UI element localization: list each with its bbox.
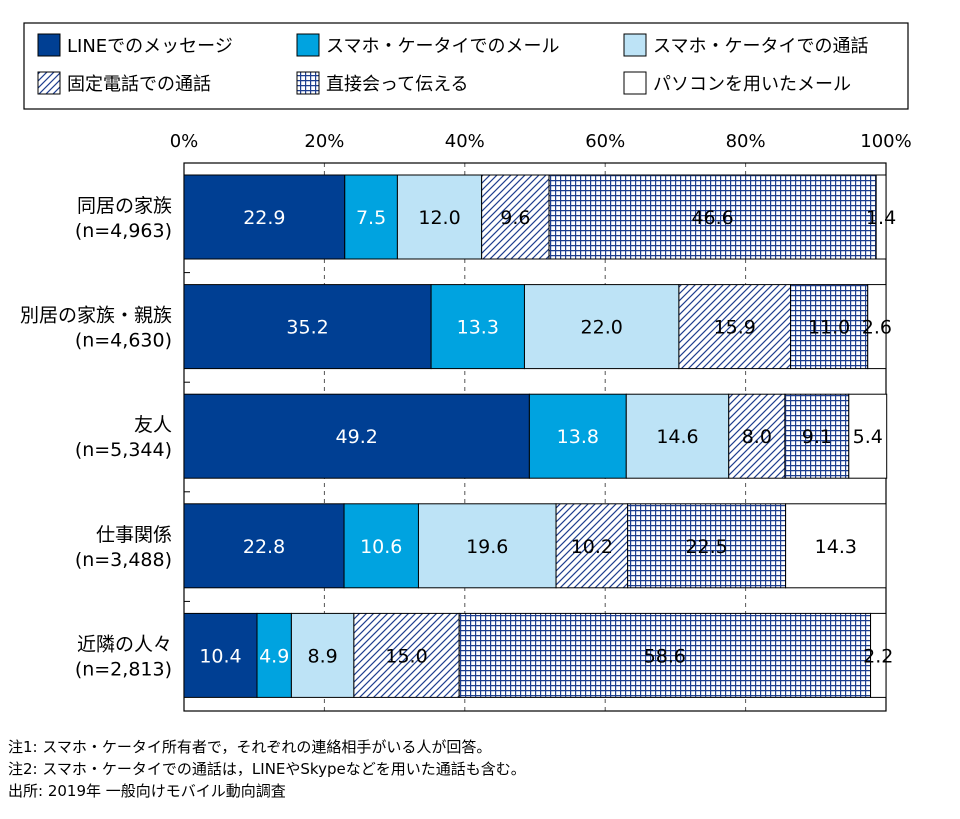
bar-value-label: 15.0 <box>385 645 427 667</box>
bar-value-label: 22.8 <box>243 536 285 558</box>
legend-label: パソコンを用いたメール <box>653 74 851 95</box>
category-label: (n=3,488) <box>75 549 172 571</box>
legend-label: スマホ・ケータイでのメール <box>326 36 559 57</box>
bar-segment <box>344 174 398 260</box>
bar-value-label: 35.2 <box>286 317 328 339</box>
legend-label: LINEでのメッセージ <box>67 36 233 57</box>
bar-value-label: 58.6 <box>644 645 686 667</box>
bar-value-label: 4.9 <box>259 645 289 667</box>
bar-segment <box>627 503 787 589</box>
x-tick-label: 20% <box>304 131 344 152</box>
bar-value-label: 11.0 <box>808 317 850 339</box>
note-1: 注1: スマホ・ケータイ所有者で，それぞれの連絡相手がいる人が回答。 <box>8 738 492 756</box>
bar-value-label: 19.6 <box>466 536 508 558</box>
category-label: 仕事関係 <box>96 524 172 546</box>
bar-segment <box>458 612 872 698</box>
bar-value-label: 15.9 <box>714 317 756 339</box>
category-labels: 同居の家族 (n=4,963) 別居の家族・親族 (n=4,630) 友人 (n=5,34… <box>20 195 172 680</box>
bar-value-label: 9.6 <box>500 207 530 229</box>
bar-segment <box>848 393 888 479</box>
bar-segment <box>555 503 629 589</box>
bar-segment <box>785 503 887 589</box>
bar-value-label: 8.9 <box>308 645 338 667</box>
legend-box <box>23 22 909 110</box>
bar-value-label: 9.1 <box>802 426 832 448</box>
bar-segment <box>417 503 557 589</box>
bar-value-label: 8.0 <box>742 426 772 448</box>
bar-value-label: 12.0 <box>418 207 460 229</box>
bar-value-label: 14.3 <box>815 536 857 558</box>
category-label: 同居の家族 <box>77 195 172 217</box>
bar-value-label: 7.5 <box>356 207 386 229</box>
bar-segment <box>528 393 627 479</box>
bar-segment <box>625 393 730 479</box>
legend-swatch <box>37 71 61 95</box>
bar-value-label: 10.6 <box>360 536 402 558</box>
legend: LINEでのメッセージ スマホ・ケータイでのメール スマホ・ケータイでの通話固定電話… <box>23 22 909 110</box>
x-tick-label: 60% <box>585 131 625 152</box>
legend-swatch <box>623 33 647 57</box>
legend-label: 直接会って伝える <box>326 74 469 95</box>
x-tick-label: 80% <box>726 131 766 152</box>
bar-segment <box>183 393 530 479</box>
x-tick-label: 40% <box>445 131 485 152</box>
bar-segment <box>875 174 887 260</box>
x-axis: 0% 20% 40% 60% 80% 100% <box>170 131 912 712</box>
legend-swatch <box>296 71 320 95</box>
bar-segment <box>430 284 525 370</box>
bar-segment <box>353 612 460 698</box>
source-note: 出所: 2019年 一般向けモバイル動向調査 <box>8 782 286 800</box>
bar-value-label: 10.4 <box>199 645 241 667</box>
bar-value-label: 22.5 <box>685 536 727 558</box>
bar-value-label: 5.4 <box>853 426 883 448</box>
bar-value-label: 10.2 <box>571 536 613 558</box>
bar-value-label: 22.9 <box>243 207 285 229</box>
bars: 22.9 7.5 12.0 9.6 46.6 1.4 35.2 13.3 22.0 15.9 11.… <box>183 174 896 698</box>
category-label: (n=4,963) <box>75 220 172 242</box>
bar-segment <box>548 174 877 260</box>
bar-segment <box>343 503 419 589</box>
bar-segment <box>481 174 550 260</box>
x-tick-label: 0% <box>170 131 199 152</box>
category-label: 近隣の人々 <box>77 633 172 655</box>
bar-value-label: 13.3 <box>457 317 499 339</box>
bar-segment <box>728 393 786 479</box>
category-label: (n=2,813) <box>75 658 172 680</box>
bar-value-label: 13.8 <box>557 426 599 448</box>
note-2: 注2: スマホ・ケータイでの通話は，LINEやSkypeなどを用いた通話も含む。 <box>8 760 526 778</box>
category-label: (n=5,344) <box>75 439 172 461</box>
legend-swatch <box>37 33 61 57</box>
bar-segment <box>784 393 850 479</box>
bar-value-label: 49.2 <box>336 426 378 448</box>
bar-value-label: 22.0 <box>581 317 623 339</box>
bar-segment <box>870 612 887 698</box>
bar-segment <box>867 284 887 370</box>
bar-segment <box>678 284 792 370</box>
bar-value-label: 1.4 <box>866 207 896 229</box>
category-label: (n=4,630) <box>75 330 172 352</box>
bar-value-label: 2.6 <box>862 317 892 339</box>
bar-value-label: 2.2 <box>863 645 893 667</box>
legend-swatch <box>623 71 647 95</box>
bar-segment <box>523 284 680 370</box>
category-label: 別居の家族・親族 <box>20 305 172 327</box>
legend-swatch <box>296 33 320 57</box>
legend-label: 固定電話での通話 <box>67 74 211 95</box>
bar-value-label: 46.6 <box>691 207 733 229</box>
bar-segment <box>790 284 869 370</box>
bar-value-label: 14.6 <box>656 426 698 448</box>
x-tick-label: 100% <box>860 131 911 152</box>
stacked-bar-chart: LINEでのメッセージ スマホ・ケータイでのメール スマホ・ケータイでの通話固定電話… <box>20 22 912 712</box>
legend-label: スマホ・ケータイでの通話 <box>653 36 868 57</box>
bar-segment <box>183 174 346 260</box>
bar-segment <box>183 612 258 698</box>
bar-segment <box>183 503 345 589</box>
bar-segment <box>290 612 355 698</box>
category-label: 友人 <box>134 414 172 436</box>
bar-segment <box>396 174 483 260</box>
footnotes: 注1: スマホ・ケータイ所有者で，それぞれの連絡相手がいる人が回答。 注2: ス… <box>8 736 526 802</box>
